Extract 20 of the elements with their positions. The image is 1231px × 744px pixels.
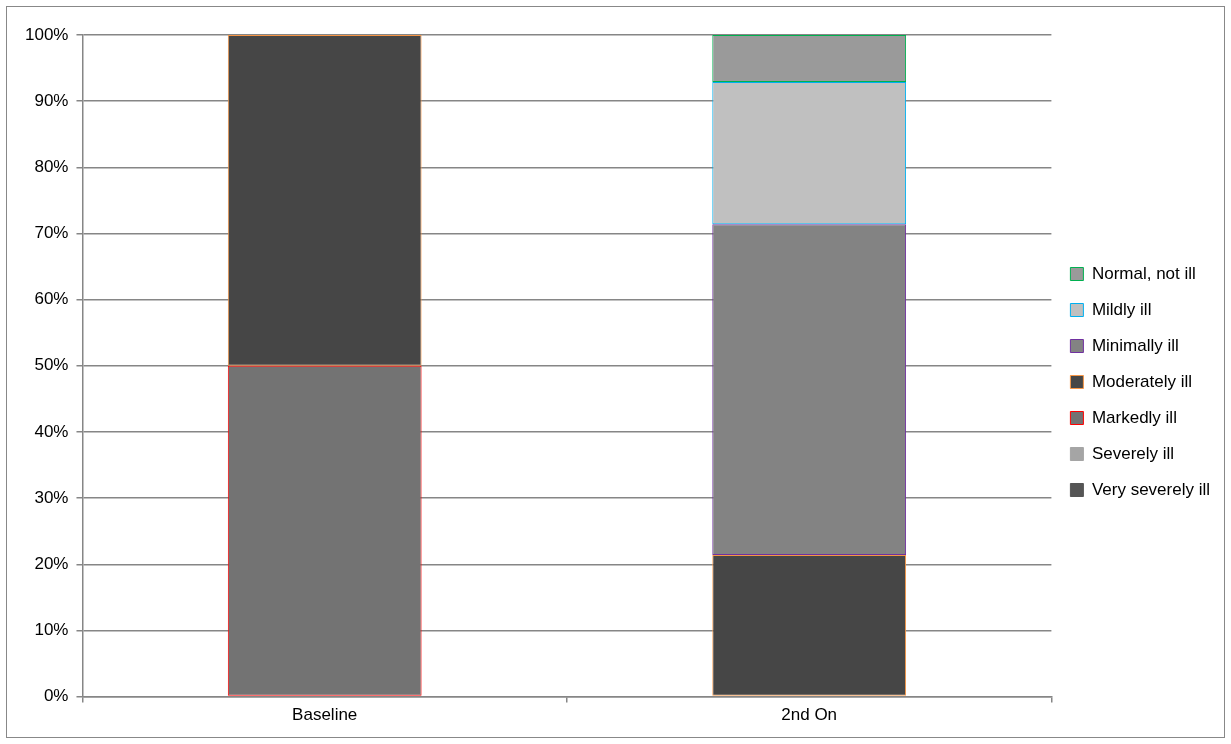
x-tick-label: Baseline <box>292 705 358 725</box>
y-tick-label: 50% <box>34 355 69 375</box>
y-tick-label: 90% <box>34 90 69 110</box>
legend-label: Markedly ill <box>1091 407 1177 427</box>
y-tick-label: 0% <box>43 686 69 706</box>
legend-label: Normal, not ill <box>1091 263 1196 283</box>
y-tick-label: 80% <box>34 157 69 177</box>
y-tick-label: 70% <box>34 223 69 243</box>
y-tick-label: 60% <box>34 289 69 309</box>
y-tick-label: 100% <box>25 24 69 44</box>
legend-label: Severely ill <box>1091 443 1175 463</box>
x-tick-label: 2nd On <box>781 705 838 725</box>
legend-label: Moderately ill <box>1091 371 1193 391</box>
legend-label: Mildly ill <box>1091 299 1152 319</box>
y-tick-label: 40% <box>34 421 69 441</box>
legend-label: Very severely ill <box>1091 479 1211 499</box>
y-tick-label: 30% <box>34 487 69 507</box>
y-tick-label: 10% <box>34 620 69 640</box>
y-tick-label: 20% <box>34 553 69 573</box>
legend-label: Minimally ill <box>1091 335 1179 355</box>
